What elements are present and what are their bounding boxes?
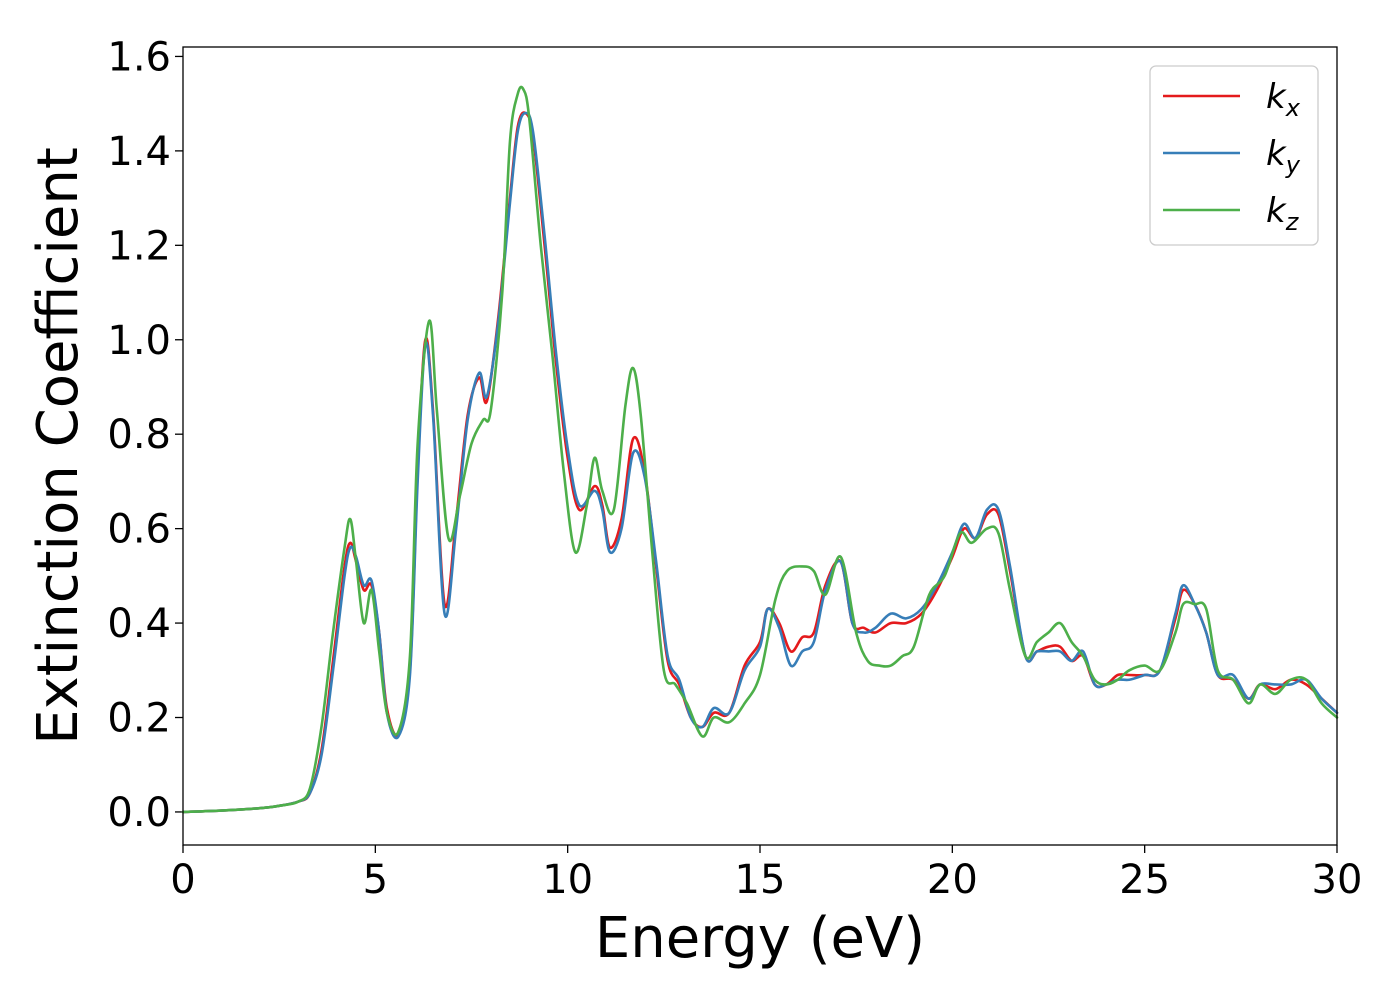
x-tick-label: 20 [927,857,978,903]
x-tick-label: 10 [542,857,593,903]
x-axis-label: Energy (eV) [595,906,925,971]
legend-frame [1149,65,1319,246]
plot-frame [182,46,1338,846]
legend-label-kx: kx [1266,77,1301,122]
x-tick-label: 25 [1119,857,1170,903]
legend-label-symbol: k [1266,191,1287,231]
x-tick-label: 30 [1312,857,1363,903]
legend-label-subscript: y [1285,151,1301,179]
legend-label-symbol: k [1266,77,1287,117]
x-axis-ticks: 0 5 10 15 20 25 30 [170,845,1362,903]
x-tick-label: 15 [735,857,786,903]
legend-label-subscript: z [1285,208,1300,236]
y-tick-label: 0.4 [107,601,171,647]
series-line-kz [181,85,1339,814]
x-tick-label: 0 [170,857,195,903]
y-tick-label: 0.0 [107,790,171,836]
y-tick-label: 1.0 [107,318,171,364]
legend-label-kz: kz [1266,191,1300,236]
y-tick-label: 0.8 [107,412,171,458]
y-tick-label: 1.2 [107,223,171,269]
y-tick-label: 0.2 [107,696,171,742]
y-tick-label: 1.4 [107,129,171,175]
y-axis-ticks: 0.0 0.2 0.4 0.6 0.8 1.0 1.2 1.4 1.6 [107,34,183,836]
x-tick-label: 5 [363,857,388,903]
y-tick-label: 1.6 [107,34,171,80]
plot-background [183,47,1337,845]
legend-label-symbol: k [1266,134,1287,174]
y-tick-label: 0.6 [107,507,171,553]
legend-label-ky: ky [1266,134,1301,179]
y-axis-label: Extinction Coefficient [26,147,91,745]
legend-label-subscript: x [1285,94,1301,122]
series-layer [181,85,1339,814]
